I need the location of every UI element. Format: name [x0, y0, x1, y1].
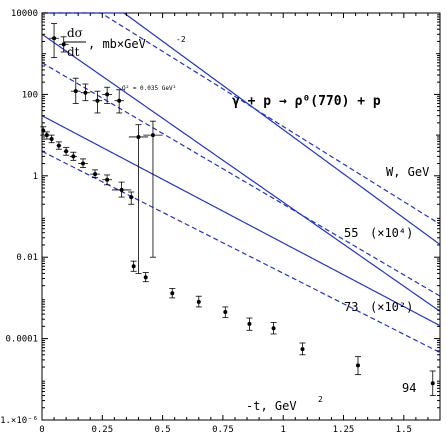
y-tick-label: 1.×10⁻⁶: [0, 416, 38, 426]
series-label-73: 73: [344, 300, 358, 314]
data-point: [52, 36, 57, 41]
data-point: [95, 98, 100, 103]
chart-title: γ + p → ρ⁰(770) + p: [232, 94, 381, 109]
dashed-curve-94: [41, 150, 441, 354]
ylabel-denominator: dt: [67, 45, 80, 59]
xlabel: -t, GeV: [246, 399, 297, 413]
fit-curve-55: [42, 12, 441, 246]
data-point: [271, 326, 276, 331]
fit-curve-94: [41, 115, 441, 327]
data-point: [117, 98, 122, 103]
data-point: [131, 264, 136, 269]
ylabel-numerator: dσ: [67, 26, 83, 40]
series-label-73-mult: (×10²): [370, 300, 413, 314]
data-point: [64, 149, 69, 154]
data-point: [129, 195, 134, 200]
data-point: [300, 347, 305, 352]
dashed-curve-55: [42, 12, 441, 225]
data-point: [49, 137, 54, 142]
ylabel-unit-exponent: -2: [176, 35, 186, 44]
fit-curves: [41, 12, 441, 354]
data-point: [247, 321, 252, 326]
data-point: [73, 89, 78, 94]
x-tick-label: 0: [39, 425, 44, 435]
data-point: [143, 275, 148, 280]
data-point: [105, 177, 110, 182]
data-point: [93, 172, 98, 177]
x-tick-label: 1.5: [396, 425, 412, 435]
data-points: [40, 23, 436, 396]
fit-curve-73: [41, 33, 441, 312]
data-point: [44, 133, 49, 138]
y-axis-ticks: 10000 100 1 0.01 0.0001 1.×10⁻⁶: [0, 9, 440, 426]
y-tick-label: 10000: [11, 9, 38, 19]
data-point: [61, 42, 66, 47]
data-point: [150, 133, 155, 138]
data-point: [196, 299, 201, 304]
series-label-55: 55: [344, 226, 358, 240]
w-label: W, GeV: [386, 165, 429, 179]
x-tick-label: 0.25: [91, 425, 113, 435]
data-point: [355, 363, 360, 368]
data-point: [170, 291, 175, 296]
data-point: [81, 161, 86, 166]
x-axis-ticks: 0 0.25 0.5 0.75 1 1.25 1.5: [39, 13, 429, 435]
q2-annotation: Q² = 0.035 GeV²: [122, 85, 176, 92]
data-point: [83, 90, 88, 95]
plot-frame: [41, 12, 441, 421]
series-label-94: 94: [402, 381, 416, 395]
data-point: [223, 310, 228, 315]
data-point: [119, 187, 124, 192]
series-label-55-mult: (×10⁴): [370, 226, 413, 240]
y-tick-label: 0.01: [16, 253, 38, 263]
data-point: [430, 381, 435, 386]
data-point: [105, 92, 110, 97]
xlabel-exponent: 2: [318, 395, 323, 404]
data-point: [56, 143, 61, 148]
data-point: [71, 154, 76, 159]
dashed-curve-73: [41, 62, 441, 297]
x-tick-label: 0.75: [212, 425, 234, 435]
data-point: [41, 128, 46, 133]
x-tick-label: 1.25: [333, 425, 355, 435]
ylabel-unit: , mb×GeV: [88, 37, 146, 51]
y-tick-label: 100: [22, 90, 38, 100]
data-point: [136, 134, 141, 139]
x-tick-label: 1: [281, 425, 286, 435]
x-tick-label: 0.5: [154, 425, 170, 435]
y-tick-label: 1: [33, 172, 38, 182]
y-tick-label: 0.0001: [5, 335, 38, 345]
